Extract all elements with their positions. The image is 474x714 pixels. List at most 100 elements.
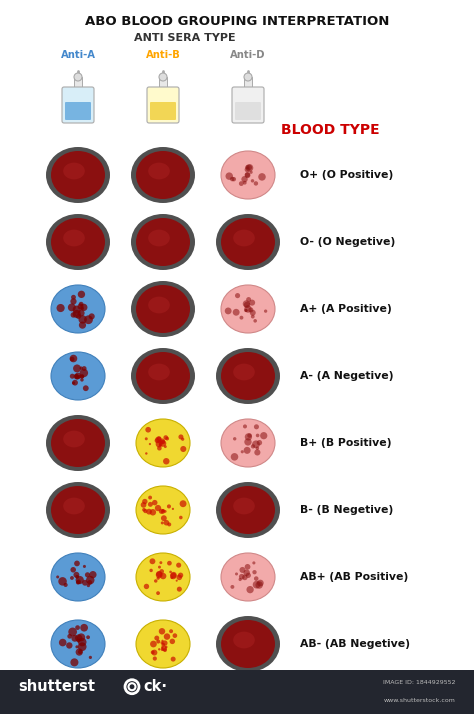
Circle shape [80,303,88,311]
Circle shape [246,164,253,171]
Text: A- (A Negetive): A- (A Negetive) [300,371,393,381]
Circle shape [245,172,250,178]
Circle shape [252,441,260,448]
Text: Anti-D: Anti-D [230,50,266,60]
Circle shape [249,300,255,306]
Circle shape [157,436,162,441]
Circle shape [160,573,166,579]
Circle shape [71,295,76,300]
Circle shape [154,579,157,583]
Circle shape [167,504,171,508]
Ellipse shape [136,285,190,333]
Ellipse shape [233,363,255,381]
Circle shape [249,171,253,174]
Circle shape [142,508,146,512]
Ellipse shape [233,498,255,514]
Circle shape [244,302,250,308]
Circle shape [76,638,80,643]
Text: Anti-B: Anti-B [146,50,181,60]
Circle shape [151,650,155,654]
Circle shape [239,574,245,580]
Circle shape [244,447,251,454]
Circle shape [167,560,172,565]
Circle shape [89,655,92,659]
Circle shape [70,658,78,666]
Ellipse shape [136,486,190,534]
Circle shape [161,516,167,521]
Circle shape [239,316,243,320]
Text: O- (O Negetive): O- (O Negetive) [300,237,395,247]
Circle shape [144,584,149,589]
Ellipse shape [46,415,110,471]
Ellipse shape [51,419,105,467]
Circle shape [156,640,160,643]
Circle shape [87,583,90,587]
Circle shape [254,576,258,581]
Circle shape [241,176,248,182]
Text: IMAGE ID: 1844929552: IMAGE ID: 1844929552 [383,680,456,685]
Circle shape [56,575,59,578]
Circle shape [78,291,85,298]
Ellipse shape [63,230,85,246]
Circle shape [164,633,170,640]
Circle shape [70,576,74,580]
Circle shape [171,576,173,579]
Circle shape [77,375,81,378]
Circle shape [255,446,259,450]
Circle shape [238,578,242,581]
Ellipse shape [46,482,110,538]
Circle shape [233,437,237,441]
Circle shape [75,625,80,630]
Ellipse shape [136,218,190,266]
Circle shape [243,181,246,185]
Circle shape [148,496,152,500]
Circle shape [84,316,93,324]
Circle shape [257,580,264,586]
Circle shape [258,173,266,181]
Circle shape [149,558,155,564]
Circle shape [246,297,251,302]
Ellipse shape [148,363,170,381]
Circle shape [230,585,234,589]
Circle shape [252,561,255,565]
Circle shape [158,565,161,568]
Circle shape [75,576,84,584]
Circle shape [153,656,157,660]
Circle shape [245,564,250,570]
Circle shape [78,303,83,309]
Circle shape [149,443,151,445]
Circle shape [86,576,94,584]
Circle shape [78,643,87,651]
Ellipse shape [131,147,195,203]
Circle shape [176,575,182,580]
Circle shape [78,650,82,654]
Circle shape [246,165,252,170]
Circle shape [171,572,177,578]
Circle shape [81,374,84,378]
Circle shape [245,433,252,441]
Ellipse shape [148,163,170,179]
Circle shape [164,510,166,513]
Circle shape [82,580,88,585]
Text: ck·: ck· [143,679,167,694]
Circle shape [72,381,75,385]
Bar [0,670,474,714]
Circle shape [243,424,247,428]
Circle shape [180,446,186,452]
Ellipse shape [51,486,105,534]
Ellipse shape [221,486,275,534]
Circle shape [162,646,167,651]
Circle shape [242,575,247,580]
Circle shape [169,629,173,633]
Ellipse shape [221,553,275,601]
Circle shape [235,573,238,575]
Circle shape [73,306,81,313]
Circle shape [170,638,175,644]
Circle shape [260,432,267,439]
Circle shape [161,641,164,644]
Ellipse shape [131,348,195,404]
Circle shape [83,565,86,568]
Circle shape [146,427,151,433]
Circle shape [150,640,157,648]
Circle shape [251,179,254,183]
